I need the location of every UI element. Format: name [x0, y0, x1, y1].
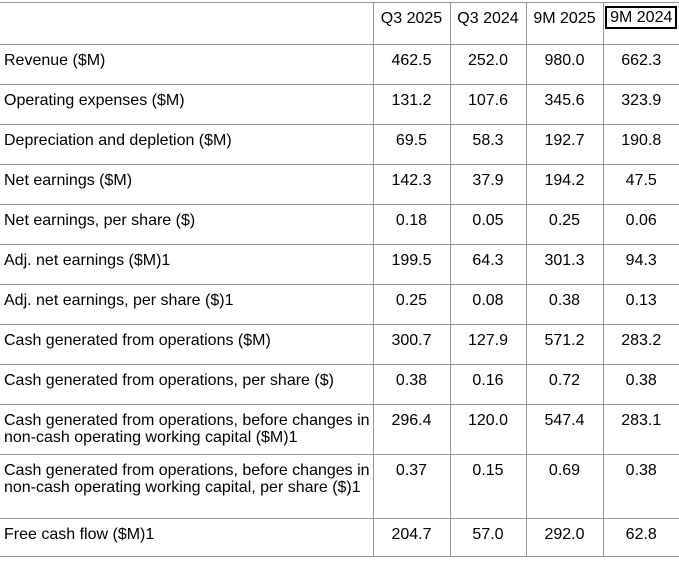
selected-column-box[interactable]: 9M 2024 — [605, 6, 678, 29]
table-row: Adj. net earnings ($M)1 199.5 64.3 301.3… — [0, 244, 679, 285]
cell-value: 192.7 — [525, 124, 604, 165]
cell-value: 37.9 — [449, 164, 527, 205]
row-label: Cash generated from operations, before c… — [0, 454, 374, 519]
row-label: Revenue ($M) — [0, 44, 374, 85]
row-label: Depreciation and depletion ($M) — [0, 124, 374, 165]
row-label: Free cash flow ($M)1 — [0, 518, 374, 557]
cell-value: 283.2 — [602, 324, 679, 365]
table-row: Operating expenses ($M) 131.2 107.6 345.… — [0, 84, 679, 125]
row-label: Net earnings, per share ($) — [0, 204, 374, 245]
cell-value: 296.4 — [372, 404, 451, 455]
cell-value: 131.2 — [372, 84, 451, 125]
cell-value: 0.06 — [602, 204, 679, 245]
row-label: Net earnings ($M) — [0, 164, 374, 205]
table-row: Cash generated from operations, before c… — [0, 404, 679, 455]
cell-value: 571.2 — [525, 324, 604, 365]
cell-value: 57.0 — [449, 518, 527, 557]
table-row: Depreciation and depletion ($M) 69.5 58.… — [0, 124, 679, 165]
cell-value: 58.3 — [449, 124, 527, 165]
header-q3-2024: Q3 2024 — [449, 2, 527, 45]
table-row: Net earnings, per share ($) 0.18 0.05 0.… — [0, 204, 679, 245]
header-metric-blank — [0, 2, 374, 45]
cell-value: 662.3 — [602, 44, 679, 85]
cell-value: 0.16 — [449, 364, 527, 405]
cell-value: 120.0 — [449, 404, 527, 455]
cell-value: 0.38 — [525, 284, 604, 325]
cell-value: 0.05 — [449, 204, 527, 245]
cell-value: 204.7 — [372, 518, 451, 557]
row-label: Adj. net earnings, per share ($)1 — [0, 284, 374, 325]
cell-value: 64.3 — [449, 244, 527, 285]
cell-value: 127.9 — [449, 324, 527, 365]
cell-value: 292.0 — [525, 518, 604, 557]
cell-value: 142.3 — [372, 164, 451, 205]
cell-value: 0.15 — [449, 454, 527, 519]
cell-value: 323.9 — [602, 84, 679, 125]
cell-value: 107.6 — [449, 84, 527, 125]
cell-value: 190.8 — [602, 124, 679, 165]
cell-value: 0.38 — [372, 364, 451, 405]
cell-value: 69.5 — [372, 124, 451, 165]
cell-value: 300.7 — [372, 324, 451, 365]
row-label: Operating expenses ($M) — [0, 84, 374, 125]
header-9m-2025: 9M 2025 — [525, 2, 604, 45]
table-row: Cash generated from operations, before c… — [0, 454, 679, 519]
cell-value: 283.1 — [602, 404, 679, 455]
table-row: Free cash flow ($M)1 204.7 57.0 292.0 62… — [0, 518, 679, 557]
header-q3-2025: Q3 2025 — [372, 2, 451, 45]
table-row: Cash generated from operations, per shar… — [0, 364, 679, 405]
row-label: Cash generated from operations, per shar… — [0, 364, 374, 405]
cell-value: 0.37 — [372, 454, 451, 519]
cell-value: 462.5 — [372, 44, 451, 85]
cell-value: 0.38 — [602, 364, 679, 405]
cell-value: 0.25 — [372, 284, 451, 325]
row-label: Cash generated from operations, before c… — [0, 404, 374, 455]
cell-value: 547.4 — [525, 404, 604, 455]
cell-value: 0.08 — [449, 284, 527, 325]
cell-value: 62.8 — [602, 518, 679, 557]
cell-value: 194.2 — [525, 164, 604, 205]
cell-value: 47.5 — [602, 164, 679, 205]
table-row: Adj. net earnings, per share ($)1 0.25 0… — [0, 284, 679, 325]
cell-value: 252.0 — [449, 44, 527, 85]
cell-value: 199.5 — [372, 244, 451, 285]
cell-value: 0.69 — [525, 454, 604, 519]
cell-value: 980.0 — [525, 44, 604, 85]
cell-value: 94.3 — [602, 244, 679, 285]
table-row: Net earnings ($M) 142.3 37.9 194.2 47.5 — [0, 164, 679, 205]
cell-value: 0.18 — [372, 204, 451, 245]
cell-value: 0.25 — [525, 204, 604, 245]
table-row: Revenue ($M) 462.5 252.0 980.0 662.3 — [0, 44, 679, 85]
table-row: Cash generated from operations ($M) 300.… — [0, 324, 679, 365]
cell-value: 0.38 — [602, 454, 679, 519]
header-9m-2024: 9M 2024 — [602, 2, 679, 45]
header-row: Q3 2025 Q3 2024 9M 2025 9M 2024 — [0, 2, 679, 45]
cell-value: 0.72 — [525, 364, 604, 405]
cell-value: 345.6 — [525, 84, 604, 125]
cell-value: 0.13 — [602, 284, 679, 325]
row-label: Cash generated from operations ($M) — [0, 324, 374, 365]
cell-value: 301.3 — [525, 244, 604, 285]
row-label: Adj. net earnings ($M)1 — [0, 244, 374, 285]
